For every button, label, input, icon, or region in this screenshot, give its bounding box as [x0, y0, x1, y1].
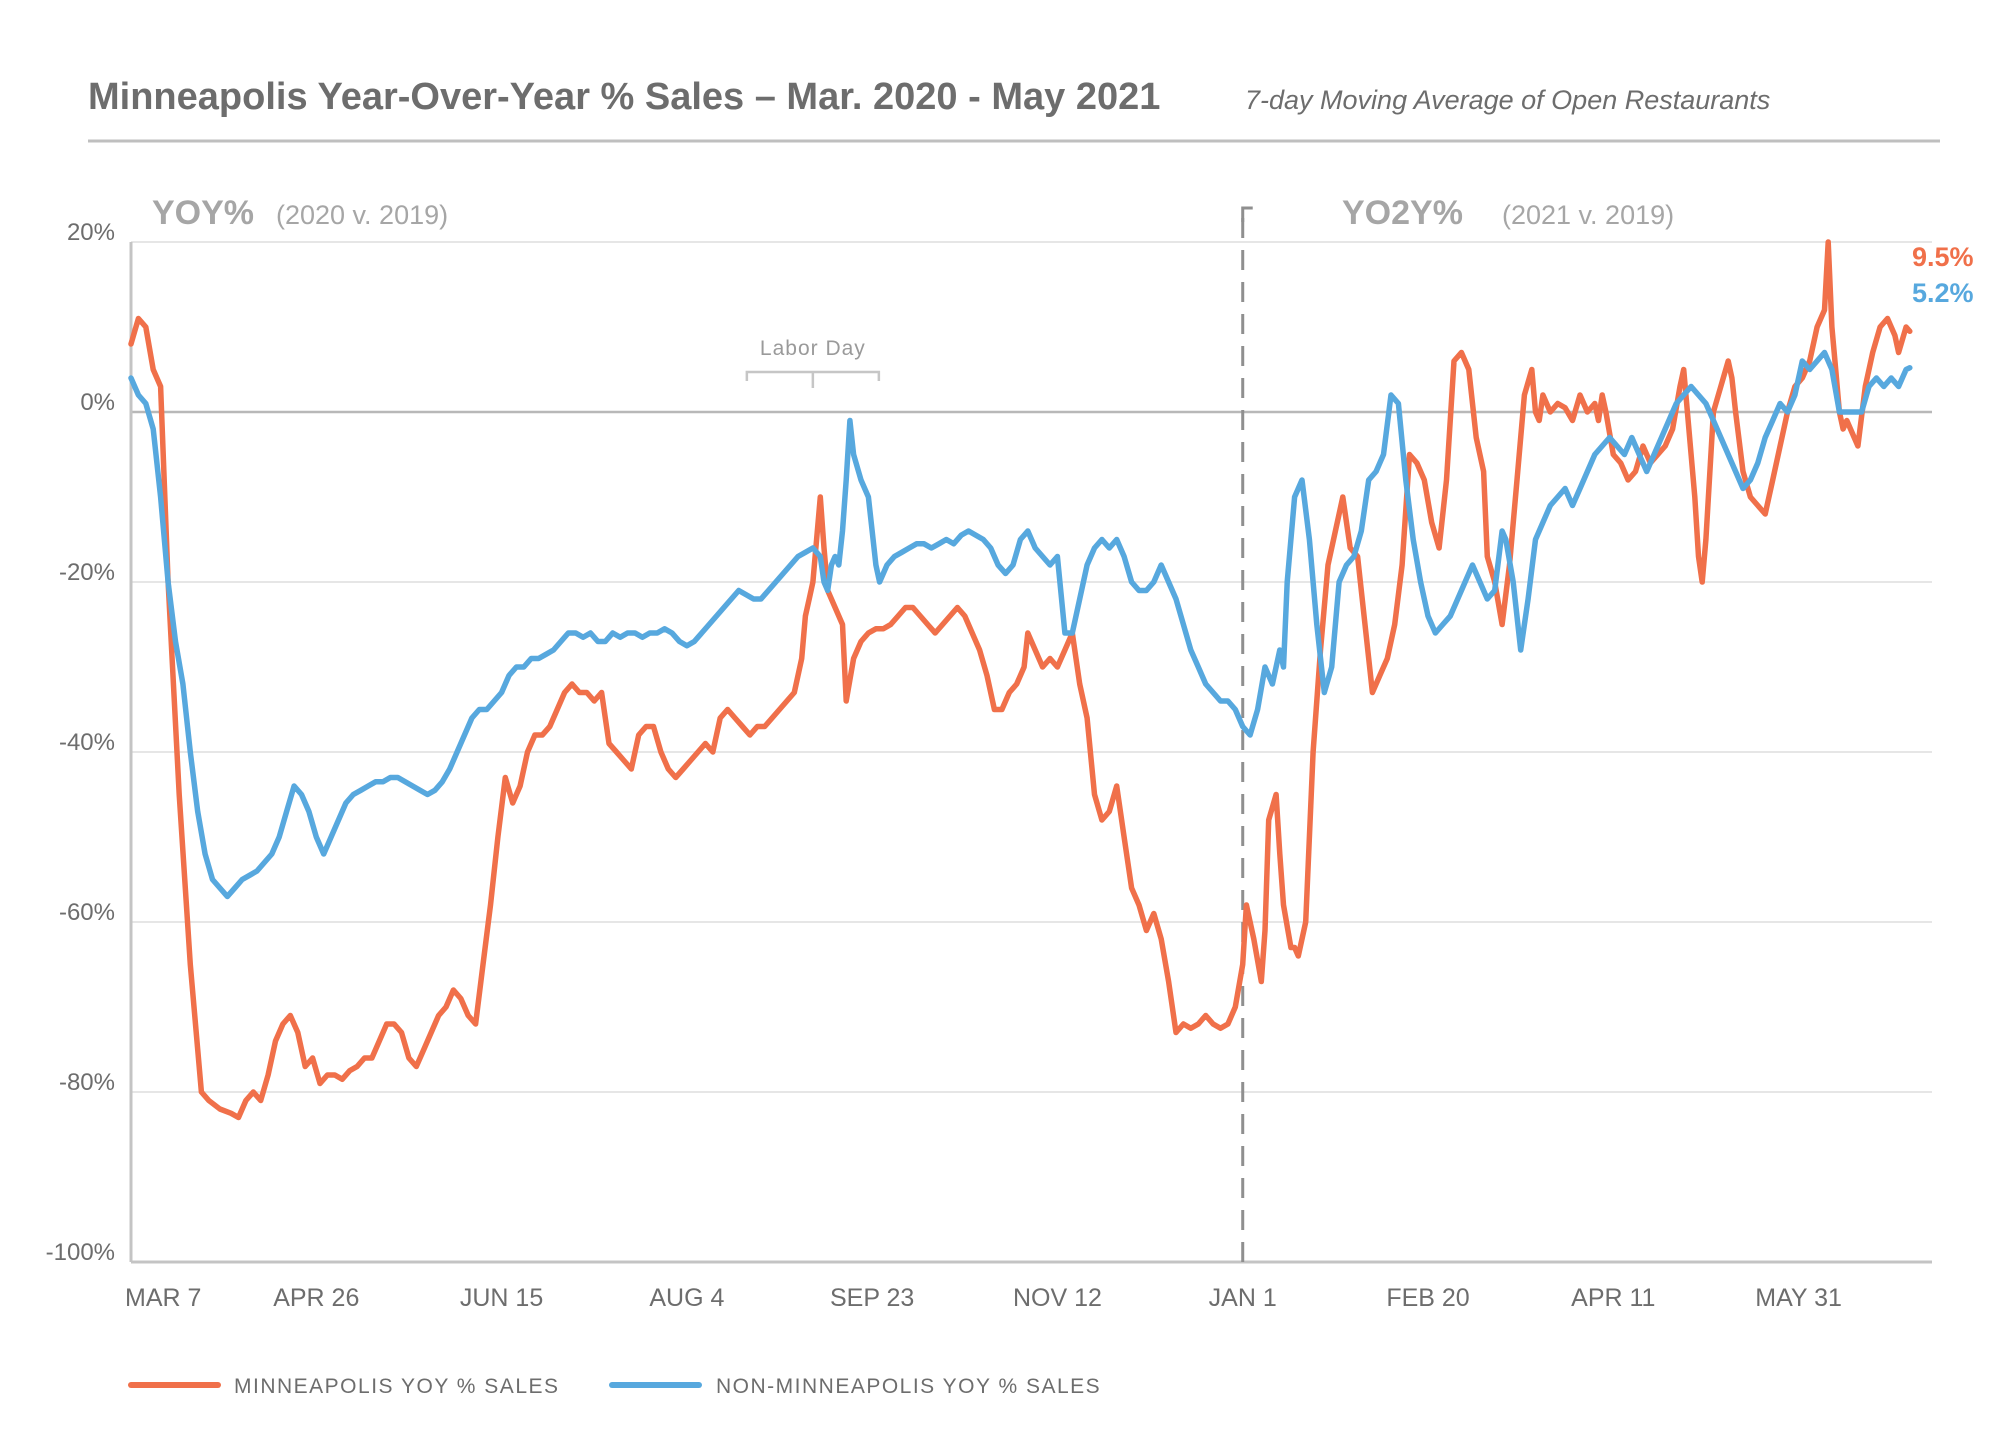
labor-day-bracket [745, 370, 881, 388]
section-label-yo2y: YO2Y% [1342, 194, 1463, 232]
gridlines [131, 241, 1932, 1093]
x-tick-label: APR 11 [1571, 1284, 1655, 1312]
year-divider [1241, 206, 1253, 1262]
x-tick-label: NOV 12 [1013, 1284, 1102, 1312]
y-tick-label: -20% [59, 559, 115, 586]
labor-day-annotation: Labor Day [745, 337, 881, 388]
x-tick-label: SEP 23 [830, 1284, 914, 1312]
y-axis-ticks: 20% 0% -20% -40% -60% -80% -100% [46, 219, 115, 1266]
section-sublabel-yoy: (2020 v. 2019) [276, 200, 448, 230]
legend-label-minneapolis: MINNEAPOLIS YOY % SALES [234, 1375, 560, 1398]
end-label-non-minneapolis: 5.2% [1912, 278, 1974, 308]
x-tick-label: AUG 4 [649, 1284, 724, 1312]
x-tick-label: JAN 1 [1209, 1284, 1277, 1312]
x-tick-label: JUN 15 [460, 1284, 543, 1312]
end-label-minneapolis: 9.5% [1912, 242, 1974, 272]
chart-subtitle: 7-day Moving Average of Open Restaurants [1245, 85, 1770, 115]
y-tick-label: -60% [59, 899, 115, 926]
series-line-non-minneapolis [128, 349, 1913, 900]
chart-title: Minneapolis Year-Over-Year % Sales – Mar… [88, 76, 1160, 118]
x-tick-label: FEB 20 [1386, 1284, 1469, 1312]
y-tick-label: -100% [46, 1239, 115, 1266]
y-tick-label: 20% [67, 219, 115, 246]
x-axis-ticks: MAR 7 APR 26 JUN 15 AUG 4 SEP 23 NOV 12 JAN 1 F… [125, 1284, 1842, 1312]
year-divider-cap [1241, 206, 1253, 222]
y-tick-label: 0% [80, 389, 115, 416]
x-tick-label: MAY 31 [1755, 1284, 1842, 1312]
section-sublabel-yo2y: (2021 v. 2019) [1502, 200, 1674, 230]
legend: MINNEAPOLIS YOY % SALES NON-MINNEAPOLIS … [128, 1375, 1101, 1398]
labor-day-label: Labor Day [760, 337, 866, 360]
series-line-minneapolis [128, 239, 1913, 1121]
legend-label-non-minneapolis: NON-MINNEAPOLIS YOY % SALES [716, 1375, 1101, 1398]
section-label-yoy: YOY% [152, 194, 254, 232]
x-tick-label: MAR 7 [125, 1284, 201, 1312]
x-tick-label: APR 26 [273, 1284, 359, 1312]
y-tick-label: -80% [59, 1069, 115, 1096]
y-tick-label: -40% [59, 729, 115, 756]
